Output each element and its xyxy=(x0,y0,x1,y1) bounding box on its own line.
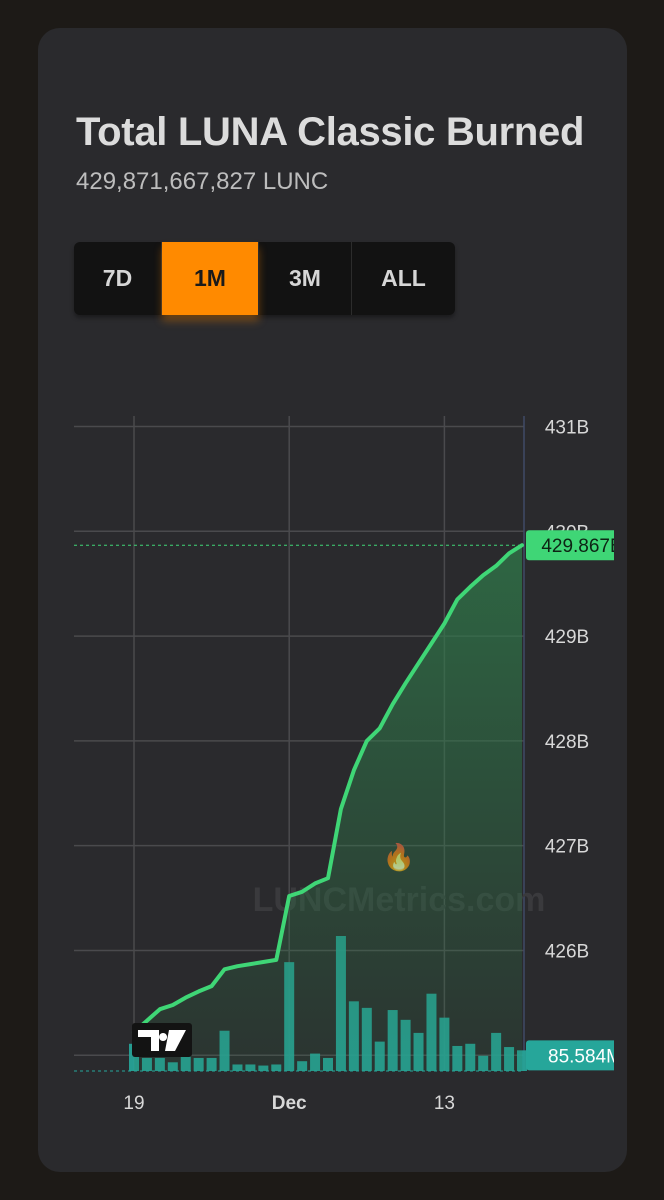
x-tick-label: Dec xyxy=(272,1093,307,1114)
tab-7d[interactable]: 7D xyxy=(74,242,162,315)
last-value-label: 429.867B xyxy=(541,536,614,557)
tradingview-icon xyxy=(138,1030,186,1051)
y-tick-label: 426B xyxy=(545,941,589,962)
y-tick-label: 429B xyxy=(545,627,589,648)
tab-3m[interactable]: 3M xyxy=(259,242,352,315)
x-tick-label: 19 xyxy=(123,1093,144,1114)
y-tick-label: 431B xyxy=(545,417,589,438)
last-volume-badge: 85.584M xyxy=(526,1040,614,1071)
last-volume-badge-bg xyxy=(526,1040,614,1071)
chart-card: Total LUNA Classic Burned 429,871,667,82… xyxy=(38,28,627,1172)
y-tick-label: 427B xyxy=(545,837,589,858)
y-axis: 431B430B429B428B427B426B425B xyxy=(545,417,589,1067)
burn-line xyxy=(132,543,524,1035)
y-tick-label: 428B xyxy=(545,732,589,753)
timeframe-tabs: 7D 1M 3M ALL xyxy=(74,242,455,315)
x-tick-label: 13 xyxy=(434,1093,455,1114)
burn-area xyxy=(134,545,522,1071)
last-volume-label: 85.584M xyxy=(548,1046,614,1067)
tab-1m[interactable]: 1M xyxy=(162,242,259,315)
tab-all[interactable]: ALL xyxy=(381,265,426,291)
total-burned-value: 429,871,667,827 LUNC xyxy=(76,168,329,195)
tradingview-logo xyxy=(132,1023,192,1057)
page-title: Total LUNA Classic Burned xyxy=(76,110,585,154)
last-value-badge: 429.867B xyxy=(526,530,614,561)
burn-chart: 🔥 LUNCMetrics.com 431B430B429B428B427B42… xyxy=(74,416,614,1114)
x-axis: 19 Dec 13 xyxy=(123,1093,455,1114)
last-value-badge-bg xyxy=(526,530,614,561)
